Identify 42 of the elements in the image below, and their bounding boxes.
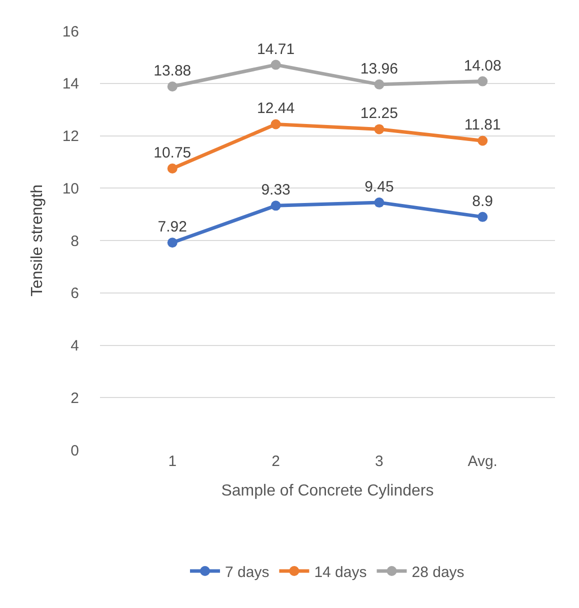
x-axis-title: Sample of Concrete Cylinders	[221, 482, 434, 500]
y-tick-label: 6	[70, 285, 79, 302]
y-tick-label: 12	[62, 128, 79, 145]
point	[270, 60, 281, 70]
data-label: 13.96	[360, 60, 398, 78]
y-tick-label: 2	[70, 390, 79, 407]
y-tick-label: 0	[70, 442, 79, 460]
point	[478, 212, 488, 222]
point	[374, 198, 384, 208]
data-label: 12.25	[360, 105, 398, 122]
data-label: 7.92	[158, 218, 187, 236]
y-tick-label: 8	[70, 232, 79, 250]
data-label: 9.33	[261, 182, 290, 199]
data-label: 10.75	[154, 144, 192, 162]
data-label: 14.08	[464, 57, 502, 74]
data-label: 14.71	[257, 40, 295, 58]
legend-label: 7 days	[225, 564, 270, 581]
point	[270, 200, 281, 211]
legend-label: 14 days	[314, 564, 367, 581]
data-label: 8.9	[472, 192, 494, 210]
point	[478, 136, 488, 146]
y-tick-label: 14	[62, 76, 79, 93]
y-tick-label: 10	[62, 180, 79, 198]
point	[374, 79, 384, 90]
point	[270, 119, 281, 130]
data-label: 11.81	[464, 116, 501, 134]
legend-label: 28 days	[412, 564, 464, 581]
x-tick-label: 2	[272, 453, 280, 470]
data-label: 9.45	[364, 178, 394, 196]
y-axis-title: Tensile strength	[29, 184, 46, 297]
y-tick-label: 16	[62, 23, 79, 40]
point	[374, 124, 384, 134]
data-label: 12.44	[257, 100, 295, 118]
x-tick-label: 3	[375, 453, 384, 470]
point	[478, 76, 488, 86]
x-tick-label: 1	[168, 453, 177, 470]
y-tick-label: 4	[70, 338, 79, 354]
point	[167, 163, 178, 174]
point	[167, 82, 178, 92]
point	[167, 238, 178, 248]
data-label: 13.88	[154, 62, 192, 80]
x-tick-label: Avg.	[468, 453, 498, 470]
